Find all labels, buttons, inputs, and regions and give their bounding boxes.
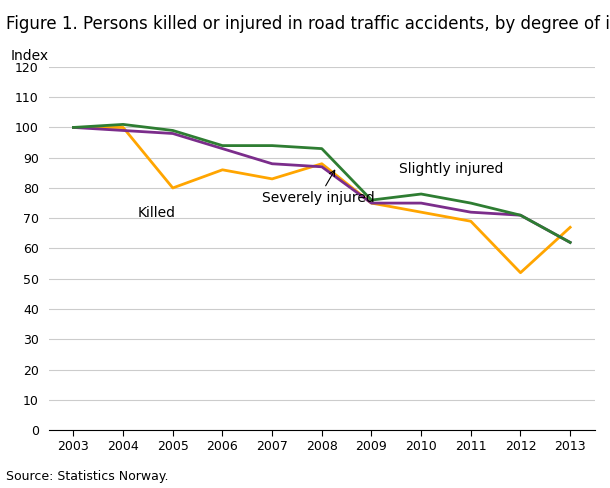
Text: Killed: Killed bbox=[138, 206, 176, 220]
Text: Figure 1. Persons killed or injured in road traffic accidents, by degree of inju: Figure 1. Persons killed or injured in r… bbox=[6, 15, 610, 33]
Text: Source: Statistics Norway.: Source: Statistics Norway. bbox=[6, 470, 168, 483]
Text: Index: Index bbox=[10, 49, 48, 63]
Text: Slightly injured: Slightly injured bbox=[399, 162, 503, 176]
Text: Severely injured: Severely injured bbox=[262, 170, 375, 205]
